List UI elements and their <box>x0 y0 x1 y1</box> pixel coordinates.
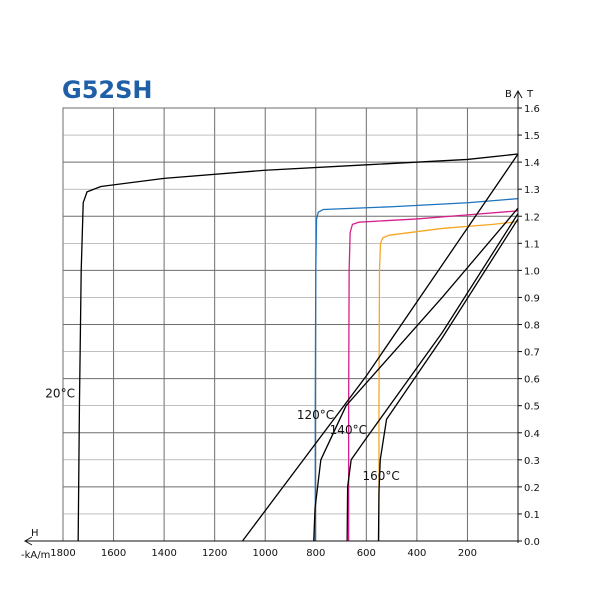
y-axis-arrow-icon <box>513 89 523 99</box>
y-tick-label: 0.2 <box>524 483 540 494</box>
bj-line-160c <box>377 218 519 542</box>
bj-line-20c <box>241 153 519 542</box>
bh-curve-140c <box>347 210 519 541</box>
x-axis-label-h: H <box>31 528 39 539</box>
y-tick-label: 1.6 <box>524 104 540 115</box>
x-tick-label: 1200 <box>202 548 227 559</box>
bh-curve-120c <box>314 198 519 541</box>
x-tick-label: 1600 <box>101 548 126 559</box>
y-tick-label: 0.3 <box>524 456 540 467</box>
y-tick-label: 0.4 <box>524 429 540 440</box>
x-tick-label: 1400 <box>151 548 176 559</box>
y-tick-label: 1.4 <box>524 158 540 169</box>
y-tick-label: 0.5 <box>524 402 540 413</box>
y-axis-label-b: B <box>505 89 512 100</box>
y-tick-label: 0.8 <box>524 321 540 332</box>
curve-label-120c: 120°C <box>297 408 334 422</box>
x-tick-label: 400 <box>407 548 426 559</box>
bh-curve-160c <box>378 221 519 541</box>
y-tick-label: 0.1 <box>524 510 540 521</box>
y-tick-label: 1.0 <box>524 266 540 277</box>
curve-label-160c: 160°C <box>363 469 400 483</box>
curve-label-20c: 20°C <box>45 387 75 401</box>
curve-label-140c: 140°C <box>330 423 367 437</box>
bj-line-140c <box>346 213 519 542</box>
chart-title: G52SH <box>62 76 152 104</box>
x-axis-label-unit: -kA/m <box>21 550 50 561</box>
y-tick-label: 1.3 <box>524 185 540 196</box>
curves <box>77 153 519 542</box>
y-tick-label: 0.9 <box>524 293 540 304</box>
bj-line-120c <box>313 207 519 542</box>
y-tick-label: 0.6 <box>524 375 540 386</box>
grid <box>62 107 519 542</box>
y-axis-label-t: T <box>526 89 534 100</box>
x-tick-label: 600 <box>357 548 376 559</box>
y-tick-label: 1.1 <box>524 239 540 250</box>
y-tick-label: 1.2 <box>524 212 540 223</box>
x-axis-arrow-icon <box>23 536 33 546</box>
x-tick-label: 1000 <box>252 548 277 559</box>
x-tick-label: 1800 <box>50 548 75 559</box>
bh-curve-20c <box>77 153 519 542</box>
axes: 0.0 0.1 0.2 0.3 0.4 0.5 0.6 0.7 0.8 0.9 1.0 1.1 1.2 1… <box>21 89 540 561</box>
y-tick-label: 1.5 <box>524 131 540 142</box>
y-tick-label: 0.0 <box>524 537 540 548</box>
x-tick-label: 800 <box>306 548 325 559</box>
x-tick-label: 200 <box>458 548 477 559</box>
y-tick-label: 0.7 <box>524 348 540 359</box>
